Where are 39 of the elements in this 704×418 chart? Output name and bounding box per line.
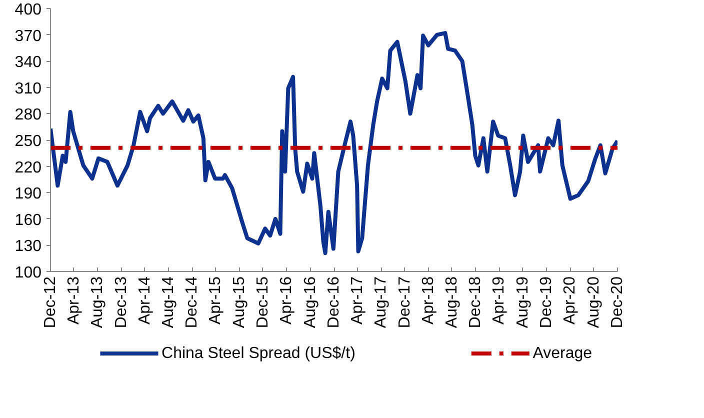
x-tick-label: Apr-16	[278, 276, 296, 325]
x-tick-label: Apr-14	[136, 276, 154, 325]
x-tick-label: Dec-16	[326, 276, 342, 328]
x-tick-label: Dec-13	[112, 276, 130, 328]
legend-label: China Steel Spread (US$/t)	[162, 345, 356, 362]
x-tick-label: Dec-12	[42, 276, 59, 328]
x-tick-label: Apr-15	[207, 276, 224, 325]
x-tick-label: Apr-13	[65, 276, 82, 325]
x-tick-label: Dec-19	[538, 276, 555, 328]
x-tick-label: Apr-18	[420, 276, 437, 325]
y-tick-label: 160	[14, 212, 42, 229]
y-tick-label: 310	[14, 80, 42, 98]
y-tick-label: 340	[14, 54, 42, 72]
x-tick-label: Aug-17	[372, 276, 390, 328]
x-tick-label: Aug-16	[302, 276, 319, 328]
y-tick-label: 280	[14, 106, 42, 124]
line-series	[50, 31, 618, 256]
legend-label: Average	[532, 345, 592, 362]
y-tick-label: 130	[14, 238, 42, 256]
y-tick-label: 250	[14, 133, 42, 150]
x-tick-label: Dec-15	[254, 276, 272, 328]
x-tick-label: Apr-17	[348, 276, 366, 325]
x-tick-label: Dec-20	[609, 276, 626, 328]
x-tick-label: Dec-18	[467, 276, 484, 328]
y-tick-label: 400	[14, 2, 42, 18]
x-tick-label: Aug-20	[585, 276, 602, 328]
x-tick-label: Aug-13	[89, 276, 106, 328]
x-tick-label: Apr-19	[490, 276, 508, 325]
x-tick-label: Dec-14	[184, 276, 201, 328]
x-tick-label: Aug-18	[443, 276, 460, 328]
x-tick-label: Apr-20	[562, 276, 579, 325]
x-tick-label: Aug-19	[514, 276, 532, 328]
x-tick-label: Dec-17	[396, 276, 414, 328]
y-tick-label: 100	[14, 264, 42, 282]
y-tick-label: 190	[14, 186, 42, 203]
x-tick-label: Aug-14	[160, 276, 177, 328]
x-tick-label: Aug-15	[230, 276, 248, 328]
y-tick-label: 220	[14, 159, 42, 176]
y-tick-label: 370	[14, 28, 42, 45]
